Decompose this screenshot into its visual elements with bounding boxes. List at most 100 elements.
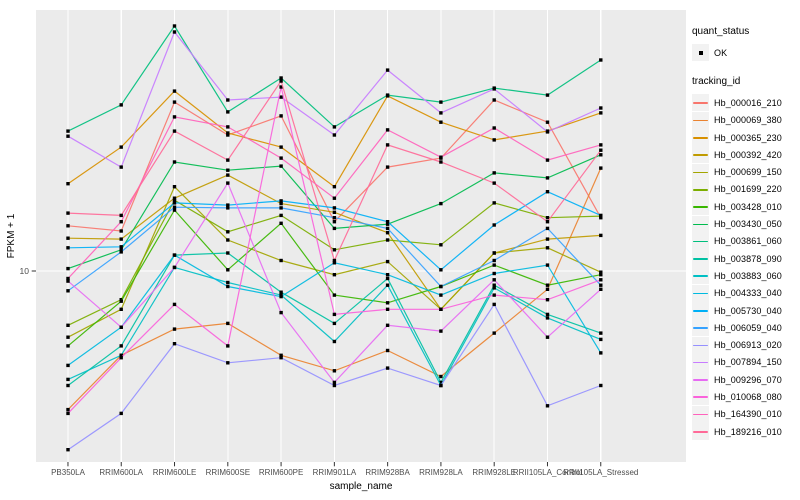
data-point	[492, 263, 496, 267]
data-point	[545, 120, 550, 124]
legend-item-Hb_003861_060: Hb_003861_060	[692, 232, 798, 250]
legend-item-Hb_006913_020: Hb_006913_020	[692, 336, 798, 354]
x-tick-label: PB350LA	[51, 468, 85, 477]
line-swatch	[692, 353, 709, 371]
data-point	[599, 111, 603, 115]
data-point	[119, 325, 123, 329]
data-point	[66, 236, 70, 240]
data-point	[226, 203, 230, 207]
data-point	[385, 220, 390, 224]
series-color-line-icon	[693, 240, 708, 243]
data-point	[385, 283, 390, 287]
line-swatch	[692, 250, 709, 268]
data-point	[279, 164, 283, 168]
data-point	[599, 148, 603, 152]
data-point	[332, 312, 337, 317]
data-point	[599, 58, 603, 62]
legend-item-label: Hb_006059_040	[714, 322, 782, 333]
legend-item-label: Hb_189216_010	[714, 426, 782, 437]
data-point	[332, 369, 337, 373]
data-point	[439, 284, 443, 289]
data-point	[119, 245, 123, 249]
legend-item-Hb_000069_380: Hb_000069_380	[692, 111, 798, 129]
data-point	[332, 125, 337, 129]
data-point	[545, 283, 550, 287]
data-point	[545, 312, 550, 317]
plot-panel	[36, 10, 686, 462]
data-point	[385, 323, 390, 327]
data-point	[226, 321, 230, 326]
data-point	[66, 246, 70, 250]
data-point	[279, 356, 283, 360]
legend-item-label: Hb_006913_020	[714, 340, 782, 351]
series-color-line-icon	[693, 431, 708, 433]
data-point	[66, 344, 70, 348]
data-point	[226, 125, 230, 129]
data-point	[172, 89, 177, 93]
black-point-icon	[699, 51, 703, 55]
data-point	[226, 280, 230, 285]
data-point	[545, 287, 550, 291]
data-point	[172, 185, 177, 189]
data-point	[332, 339, 337, 344]
data-point	[332, 206, 337, 210]
data-point	[66, 276, 70, 281]
legend-item-Hb_003883_060: Hb_003883_060	[692, 267, 798, 285]
data-point	[226, 361, 230, 365]
x-tick-label: RRIM600SE	[206, 468, 250, 477]
data-point	[226, 133, 230, 137]
line-swatch	[692, 111, 709, 129]
data-point	[492, 87, 496, 91]
legend-item-label: Hb_000016_210	[714, 97, 782, 108]
data-point	[279, 114, 283, 118]
data-point	[545, 226, 550, 231]
series-color-line-icon	[693, 171, 708, 174]
data-point	[385, 273, 390, 277]
data-point	[172, 265, 177, 270]
data-point	[279, 95, 283, 99]
legend-item-label: Hb_003861_060	[714, 236, 782, 247]
data-point	[545, 130, 550, 134]
line-swatch	[692, 371, 709, 389]
series-points-Hb_006913_020	[66, 302, 603, 452]
data-point	[492, 201, 496, 205]
line-swatch	[692, 232, 709, 250]
data-point	[119, 307, 123, 311]
series-points-Hb_189216_010	[66, 79, 603, 263]
legend-item-label: Hb_003883_060	[714, 270, 782, 281]
data-point	[279, 290, 283, 294]
data-point	[599, 153, 603, 157]
legend-item-quant-status-ok: OK	[692, 44, 798, 62]
data-point	[226, 110, 230, 114]
data-point	[279, 221, 283, 225]
data-point	[172, 24, 177, 28]
data-point	[172, 115, 177, 119]
data-point	[279, 79, 283, 83]
data-point	[492, 171, 496, 175]
data-point	[119, 213, 123, 218]
data-point	[439, 293, 443, 297]
data-point	[226, 251, 230, 255]
data-point	[599, 337, 603, 342]
data-point	[492, 251, 496, 255]
line-swatch	[692, 302, 709, 319]
axis-ticks	[31, 270, 602, 467]
data-point	[439, 155, 443, 159]
data-point	[385, 348, 390, 353]
data-point	[279, 353, 283, 357]
legend-item-Hb_003428_010: Hb_003428_010	[692, 198, 798, 216]
data-point	[332, 196, 337, 200]
data-point	[66, 129, 70, 133]
line-swatch	[692, 129, 709, 147]
data-point	[172, 196, 177, 200]
data-point	[439, 307, 443, 311]
x-tick-label: RRIM928LE	[472, 468, 516, 477]
line-swatch	[692, 267, 709, 285]
data-point	[545, 298, 550, 302]
data-point	[332, 248, 337, 252]
data-point	[119, 237, 123, 241]
line-swatch	[692, 180, 709, 198]
data-point	[599, 283, 603, 287]
data-point	[545, 220, 550, 224]
data-point	[226, 230, 230, 234]
